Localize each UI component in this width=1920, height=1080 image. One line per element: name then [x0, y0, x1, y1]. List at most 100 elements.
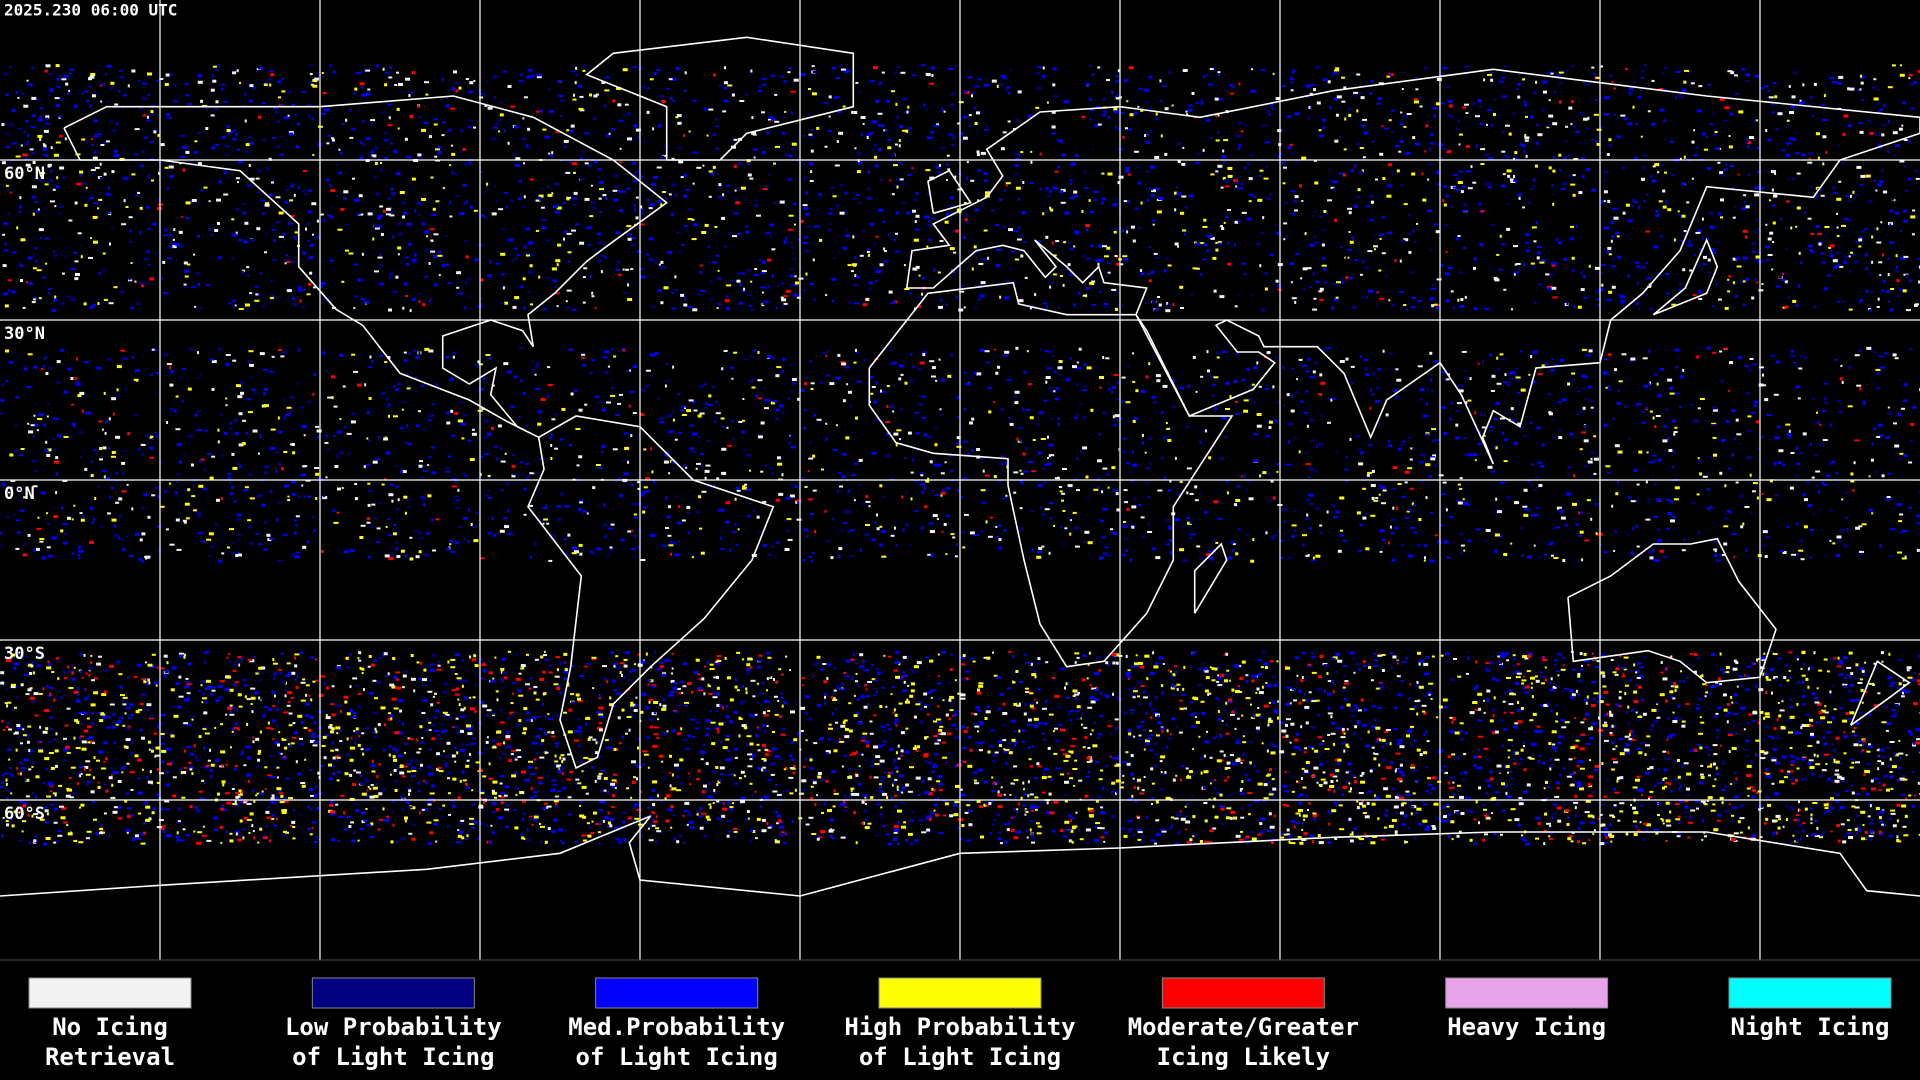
icing-pixel	[899, 790, 903, 794]
icing-pixel	[696, 811, 699, 814]
icing-pixel	[1855, 721, 1860, 725]
icing-pixel	[561, 760, 564, 764]
icing-pixel	[1245, 674, 1249, 677]
icing-pixel	[388, 745, 393, 748]
icing-pixel	[1619, 802, 1625, 805]
icing-pixel	[1789, 698, 1792, 701]
icing-pixel	[1736, 685, 1739, 688]
icing-pixel	[894, 718, 899, 722]
icing-pixel	[29, 687, 33, 690]
icing-pixel	[1674, 803, 1680, 806]
icing-pixel	[1072, 695, 1076, 697]
icing-pixel	[906, 698, 909, 702]
icing-pixel	[1746, 675, 1750, 678]
icing-pixel	[1566, 775, 1572, 778]
icing-pixel	[1518, 802, 1524, 806]
icing-pixel	[1272, 700, 1276, 703]
icing-pixel	[1, 781, 5, 784]
icing-pixel	[1844, 683, 1848, 686]
icing-pixel	[1289, 741, 1292, 744]
icing-pixel	[266, 727, 271, 730]
icing-pixel	[1122, 711, 1128, 715]
icing-pixel	[1653, 784, 1657, 787]
icing-pixel	[1041, 707, 1047, 710]
icing-pixel	[117, 805, 122, 809]
icing-pixel	[651, 685, 656, 688]
icing-pixel	[1273, 683, 1278, 687]
icing-pixel	[857, 721, 863, 725]
icing-pixel	[627, 816, 632, 820]
icing-pixel	[964, 811, 969, 814]
icing-pixel	[25, 795, 30, 798]
icing-pixel	[1881, 660, 1884, 663]
icing-pixel	[756, 682, 759, 685]
icing-pixel	[1416, 748, 1421, 752]
icing-pixel	[1600, 734, 1604, 736]
icing-pixel	[998, 744, 1002, 747]
icing-pixel	[1605, 835, 1608, 839]
icing-pixel	[232, 669, 237, 672]
icing-pixel	[1200, 700, 1205, 703]
icing-pixel	[1807, 667, 1810, 671]
icing-pixel	[372, 712, 378, 714]
icing-pixel	[1081, 712, 1084, 715]
icing-pixel	[723, 721, 726, 724]
icing-pixel	[1769, 773, 1772, 776]
icing-pixel	[1528, 654, 1531, 658]
icing-pixel	[1401, 758, 1404, 761]
icing-pixel	[1489, 770, 1493, 774]
icing-pixel	[205, 764, 210, 767]
icing-pixel	[761, 829, 767, 833]
icing-pixel	[1893, 712, 1898, 716]
icing-pixel	[1225, 724, 1228, 726]
icing-pixel	[1506, 659, 1510, 662]
icing-pixel	[268, 839, 271, 843]
icing-pixel	[1668, 802, 1672, 805]
icing-pixel	[1258, 691, 1264, 695]
icing-pixel	[1381, 654, 1386, 656]
icing-pixel	[1036, 662, 1042, 665]
icing-pixel	[562, 757, 566, 761]
icing-pixel	[1235, 759, 1241, 762]
icing-pixel	[1240, 759, 1245, 762]
icing-pixel	[1808, 759, 1814, 762]
icing-pixel	[1433, 802, 1439, 806]
icing-pixel	[436, 668, 442, 671]
icing-pixel	[1587, 814, 1593, 818]
icing-pixel	[1084, 794, 1089, 798]
icing-pixel	[46, 795, 52, 798]
icing-pixel	[1349, 839, 1354, 843]
icing-pixel	[1508, 770, 1513, 773]
icing-pixel	[705, 719, 710, 723]
icing-pixel	[433, 716, 438, 720]
icing-pixel	[1242, 735, 1245, 738]
icing-pixel	[959, 788, 963, 791]
icing-pixel	[949, 668, 953, 671]
icing-pixel	[366, 789, 369, 792]
icing-pixel	[1139, 703, 1142, 706]
icing-pixel	[705, 727, 711, 730]
icing-pixel	[1099, 715, 1104, 718]
icing-pixel	[228, 705, 231, 708]
icing-pixel	[1848, 836, 1854, 839]
icing-pixel	[1239, 676, 1244, 680]
icing-pixel	[426, 718, 429, 722]
icing-pixel	[524, 778, 530, 782]
icing-pixel	[1035, 822, 1040, 825]
icing-pixel	[1867, 815, 1871, 818]
icing-pixel	[546, 774, 549, 777]
icing-pixel	[417, 781, 420, 785]
icing-pixel	[1710, 809, 1716, 812]
icing-pixel	[705, 815, 710, 819]
icing-pixel	[272, 704, 276, 707]
icing-pixel	[1605, 703, 1610, 706]
icing-pixel	[330, 730, 334, 734]
icing-pixel	[1324, 748, 1330, 750]
icing-pixel	[1904, 690, 1910, 694]
icing-pixel	[1549, 825, 1552, 827]
icing-pixel	[110, 774, 113, 777]
icing-pixel	[416, 710, 421, 712]
icing-pixel	[986, 656, 991, 660]
icing-pixel	[750, 679, 756, 682]
icing-pixel	[57, 677, 60, 681]
